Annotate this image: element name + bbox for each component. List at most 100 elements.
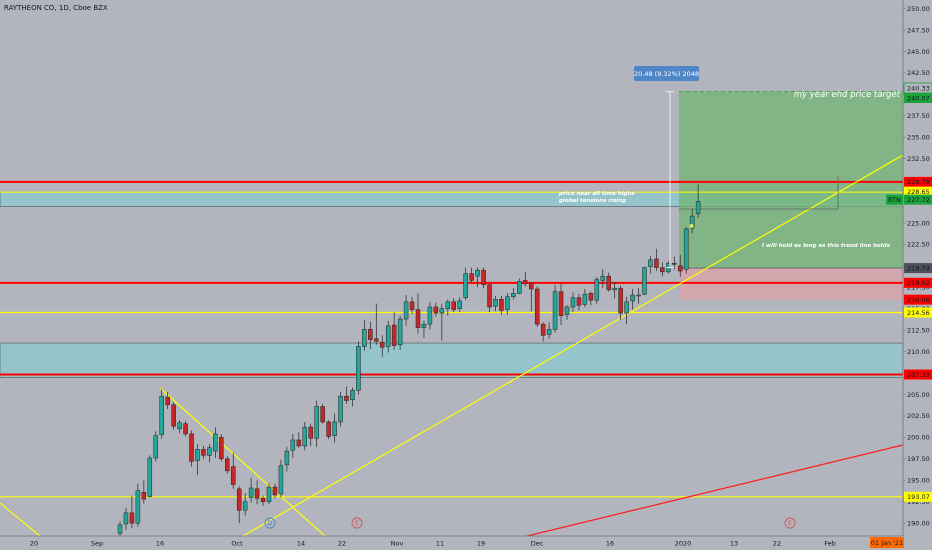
price-tick-label: 235.00 xyxy=(907,134,930,142)
demand-zone xyxy=(0,342,903,378)
candle-body xyxy=(433,306,439,314)
candle-body xyxy=(141,492,147,500)
candle-body xyxy=(320,406,325,423)
price-tick-label: 232.50 xyxy=(907,155,930,163)
candle-body xyxy=(540,323,546,336)
price-tick-label: 242.50 xyxy=(907,69,930,77)
candle-body xyxy=(624,301,629,314)
candle-body xyxy=(469,273,474,281)
time-tick-label: 2020 xyxy=(675,540,692,548)
candle-body xyxy=(177,422,182,430)
candle-body xyxy=(528,282,534,290)
candle-body xyxy=(159,395,164,436)
candle-body xyxy=(606,275,611,291)
candle-body xyxy=(683,228,689,270)
candle-body xyxy=(302,426,308,447)
candle-body xyxy=(278,465,284,495)
price-label: 227.72 xyxy=(907,196,930,204)
event-marker-label: E xyxy=(355,519,359,527)
candle-body xyxy=(189,433,194,462)
candle-body xyxy=(129,512,135,524)
candle-body xyxy=(558,291,564,316)
candle-body xyxy=(165,396,170,406)
candle-body xyxy=(254,488,260,499)
price-tick-label: 202.50 xyxy=(907,412,930,420)
time-label-box xyxy=(870,537,904,548)
time-tick-label: 14 xyxy=(297,540,305,548)
candle-body xyxy=(326,421,331,437)
candle-body xyxy=(153,435,159,459)
falling-trendline xyxy=(159,387,326,536)
price-axis-bg xyxy=(903,0,932,550)
target-note: my year end price target xyxy=(794,90,901,100)
candle-body xyxy=(266,486,272,502)
price-label-box xyxy=(904,186,932,197)
candle-body xyxy=(499,299,504,311)
candle-body xyxy=(409,301,415,310)
price-label-box xyxy=(904,307,932,318)
price-tick-label: 247.50 xyxy=(907,26,930,34)
candle-body xyxy=(677,265,683,272)
candle-body xyxy=(523,280,528,285)
candle-body xyxy=(123,512,129,525)
price-label: 193.07 xyxy=(907,493,930,501)
time-tick-label: Feb xyxy=(824,540,836,548)
candle-body xyxy=(630,294,635,302)
candle-body xyxy=(457,300,462,309)
candle-body xyxy=(362,329,367,347)
candle-body xyxy=(213,433,218,452)
price-tick-label: 245.00 xyxy=(907,48,930,56)
candle-body xyxy=(260,498,266,502)
event-marker xyxy=(351,517,363,529)
price-label-box xyxy=(904,194,932,205)
price-label-box xyxy=(904,491,932,502)
candle-body xyxy=(385,325,391,347)
candle-body xyxy=(296,439,302,447)
event-marker-label: D xyxy=(267,519,272,527)
candle-body xyxy=(534,288,540,325)
candle-body xyxy=(427,306,433,325)
candle-body xyxy=(475,269,480,277)
candle-body xyxy=(481,269,486,285)
candle-body xyxy=(570,297,576,308)
candle-body xyxy=(576,297,582,306)
event-marker xyxy=(784,517,796,529)
candle-body xyxy=(564,306,570,315)
candle-body xyxy=(344,395,349,401)
candle-body xyxy=(219,437,224,460)
candle-body xyxy=(493,299,498,307)
price-label-box xyxy=(904,369,932,380)
candle-body xyxy=(236,488,242,511)
candle-body xyxy=(135,490,141,524)
price-label-box xyxy=(904,176,932,187)
signal-dot xyxy=(689,224,694,228)
chart-title: RAYTHEON CO, 1D, Cboe BZX xyxy=(4,4,108,12)
candle-body xyxy=(642,267,647,295)
candle-body xyxy=(552,291,558,330)
price-tick-label: 250.00 xyxy=(907,5,930,13)
price-label: 228.65 xyxy=(907,188,930,196)
candle-body xyxy=(618,287,623,314)
price-label: 240.33 xyxy=(907,84,930,92)
price-tick-label: 225.00 xyxy=(907,219,930,227)
price-tick-label: 195.00 xyxy=(907,477,930,485)
candle-body xyxy=(487,284,492,308)
candle-body xyxy=(463,273,468,298)
candle-body xyxy=(600,275,606,281)
time-label: 01 Jan '21 xyxy=(871,539,903,547)
price-tick-label: 237.50 xyxy=(907,112,930,120)
price-label: 214.56 xyxy=(907,309,930,317)
candle-body xyxy=(636,294,641,297)
price-label: 219.74 xyxy=(907,264,930,272)
price-tick-label: 210.00 xyxy=(907,348,930,356)
price-label: 229.79 xyxy=(907,178,930,186)
candle-body xyxy=(225,458,230,472)
time-tick-label: Nov xyxy=(391,540,404,548)
candle-body xyxy=(594,279,600,301)
candle-body xyxy=(248,487,254,498)
time-tick-label: 19 xyxy=(477,540,485,548)
candle-body xyxy=(147,457,153,497)
candle-body xyxy=(451,301,457,310)
candle-body xyxy=(379,341,385,348)
